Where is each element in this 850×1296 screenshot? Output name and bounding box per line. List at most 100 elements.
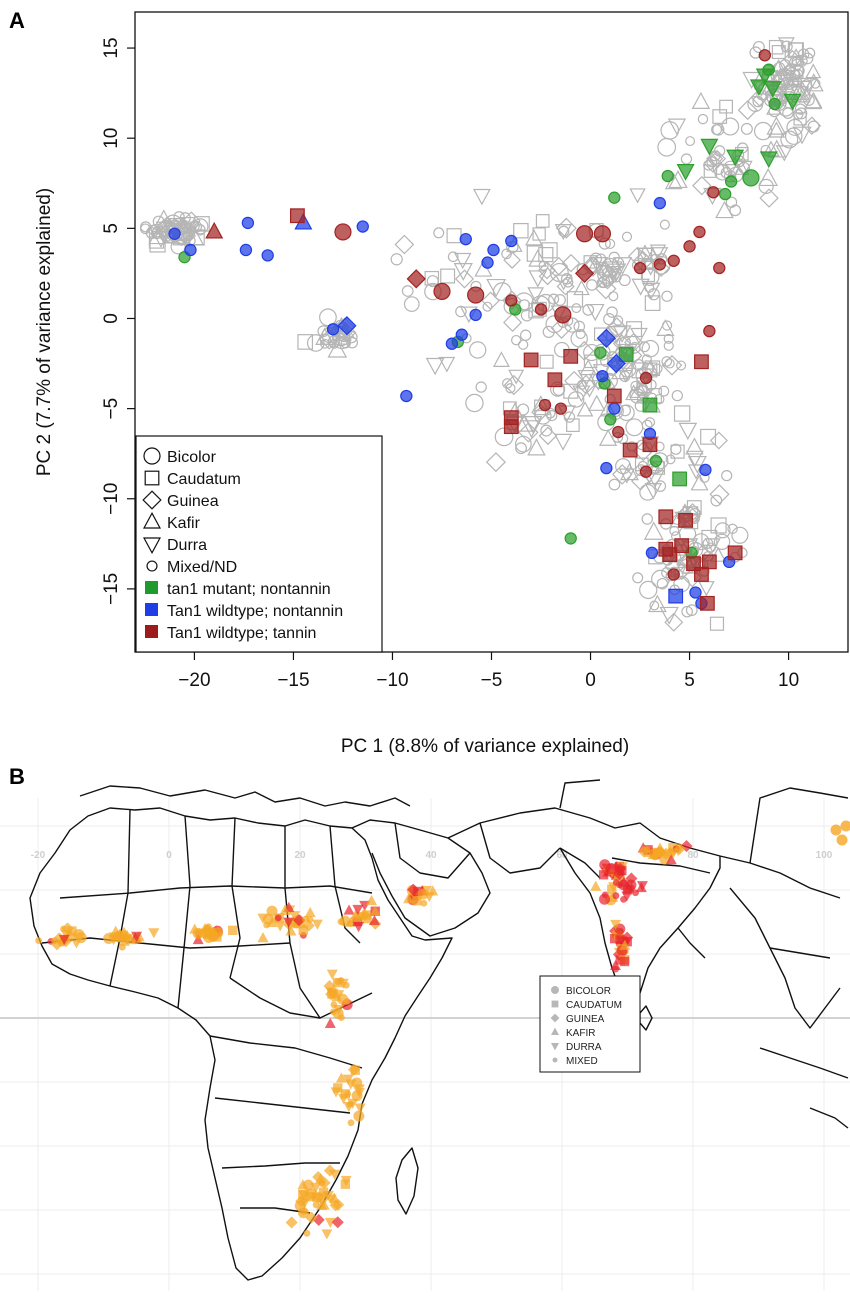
background-point	[487, 453, 505, 471]
map-point	[338, 918, 345, 925]
background-point	[568, 392, 583, 407]
data-point	[185, 244, 196, 255]
data-point	[634, 262, 645, 273]
y-axis-title: PC 2 (7.7% of variance explained)	[34, 188, 55, 476]
background-point	[661, 122, 678, 139]
background-point	[402, 286, 413, 297]
data-point	[761, 152, 777, 167]
background-point	[395, 236, 413, 254]
data-point	[668, 255, 679, 266]
background-point	[802, 53, 812, 63]
background-point	[660, 220, 669, 229]
longitude-label: 0	[166, 850, 172, 861]
map-point	[318, 1180, 325, 1187]
background-point	[405, 297, 420, 312]
background-point	[434, 228, 444, 238]
background-point	[589, 396, 605, 410]
data-point	[456, 329, 467, 340]
map-point	[275, 914, 282, 921]
map-point	[590, 881, 601, 891]
map-point	[615, 935, 624, 944]
x-tick-label: −15	[277, 670, 309, 691]
y-tick-label: −10	[101, 483, 122, 515]
data-point	[759, 50, 770, 61]
background-point	[679, 423, 696, 438]
data-point	[703, 555, 717, 569]
legend-label: Caudatum	[167, 471, 241, 488]
data-point	[646, 547, 657, 558]
data-point	[704, 326, 715, 337]
x-tick-label: −10	[376, 670, 408, 691]
background-point	[527, 246, 542, 261]
data-point	[640, 466, 651, 477]
x-axis-title: PC 1 (8.8% of variance explained)	[341, 736, 629, 757]
background-point	[759, 169, 777, 185]
map-point	[643, 846, 650, 853]
data-point	[727, 150, 743, 165]
map-point	[307, 916, 314, 923]
map-point	[343, 982, 350, 989]
legend-label: Guinea	[167, 493, 219, 510]
legend-label: Bicolor	[167, 449, 217, 466]
map-point	[620, 896, 627, 903]
background-point	[529, 271, 546, 286]
data-point	[407, 270, 425, 288]
data-point	[701, 597, 715, 611]
data-point	[613, 426, 624, 437]
data-point	[434, 283, 450, 299]
data-point	[506, 235, 517, 246]
background-point	[504, 252, 520, 268]
y-tick-label: 10	[101, 128, 122, 149]
background-point	[642, 514, 652, 524]
map-point	[613, 892, 620, 899]
background-point	[518, 404, 529, 415]
longitude-label: 40	[425, 850, 437, 861]
longitude-label: 20	[294, 850, 306, 861]
data-point	[659, 510, 673, 524]
data-point	[597, 371, 608, 382]
data-point	[679, 514, 693, 528]
legend-label: Tan1 wildtype; nontannin	[167, 603, 343, 620]
background-point	[494, 352, 509, 366]
map-accession-points	[35, 821, 850, 1240]
background-point	[607, 307, 617, 317]
background-point	[441, 269, 455, 283]
background-point	[741, 123, 752, 134]
map-legend-label: CAUDATUM	[566, 1000, 622, 1011]
data-point	[601, 463, 612, 474]
background-point	[466, 394, 483, 411]
y-tick-label: 5	[101, 223, 122, 234]
data-point	[695, 568, 709, 582]
data-point	[623, 443, 637, 457]
data-point	[577, 226, 593, 242]
map-legend-symbol	[551, 986, 559, 994]
legend-label: Mixed/ND	[167, 559, 237, 576]
data-point	[460, 234, 471, 245]
map-point	[148, 928, 159, 938]
y-tick-label: 15	[101, 37, 122, 58]
data-point	[763, 64, 774, 75]
background-point	[474, 189, 490, 204]
background-point	[514, 224, 528, 238]
data-point	[690, 587, 701, 598]
map-point	[352, 1090, 363, 1101]
map-point	[207, 931, 218, 942]
map-legend-label: GUINEA	[566, 1014, 605, 1025]
map-point	[325, 1018, 336, 1028]
background-point	[631, 328, 647, 343]
data-point	[720, 189, 731, 200]
background-point	[540, 355, 553, 368]
data-point	[662, 170, 673, 181]
legend-label: tan1 mutant; nontannin	[167, 581, 331, 598]
legend-label: Tan1 wildtype; tannin	[167, 625, 316, 642]
y-tick-label: −5	[101, 398, 122, 420]
background-point	[587, 280, 597, 290]
map-point	[366, 895, 377, 905]
data-point	[751, 80, 767, 95]
background-point	[711, 617, 724, 630]
map-point	[338, 977, 345, 984]
map-point	[321, 1229, 332, 1239]
data-point	[654, 259, 665, 270]
